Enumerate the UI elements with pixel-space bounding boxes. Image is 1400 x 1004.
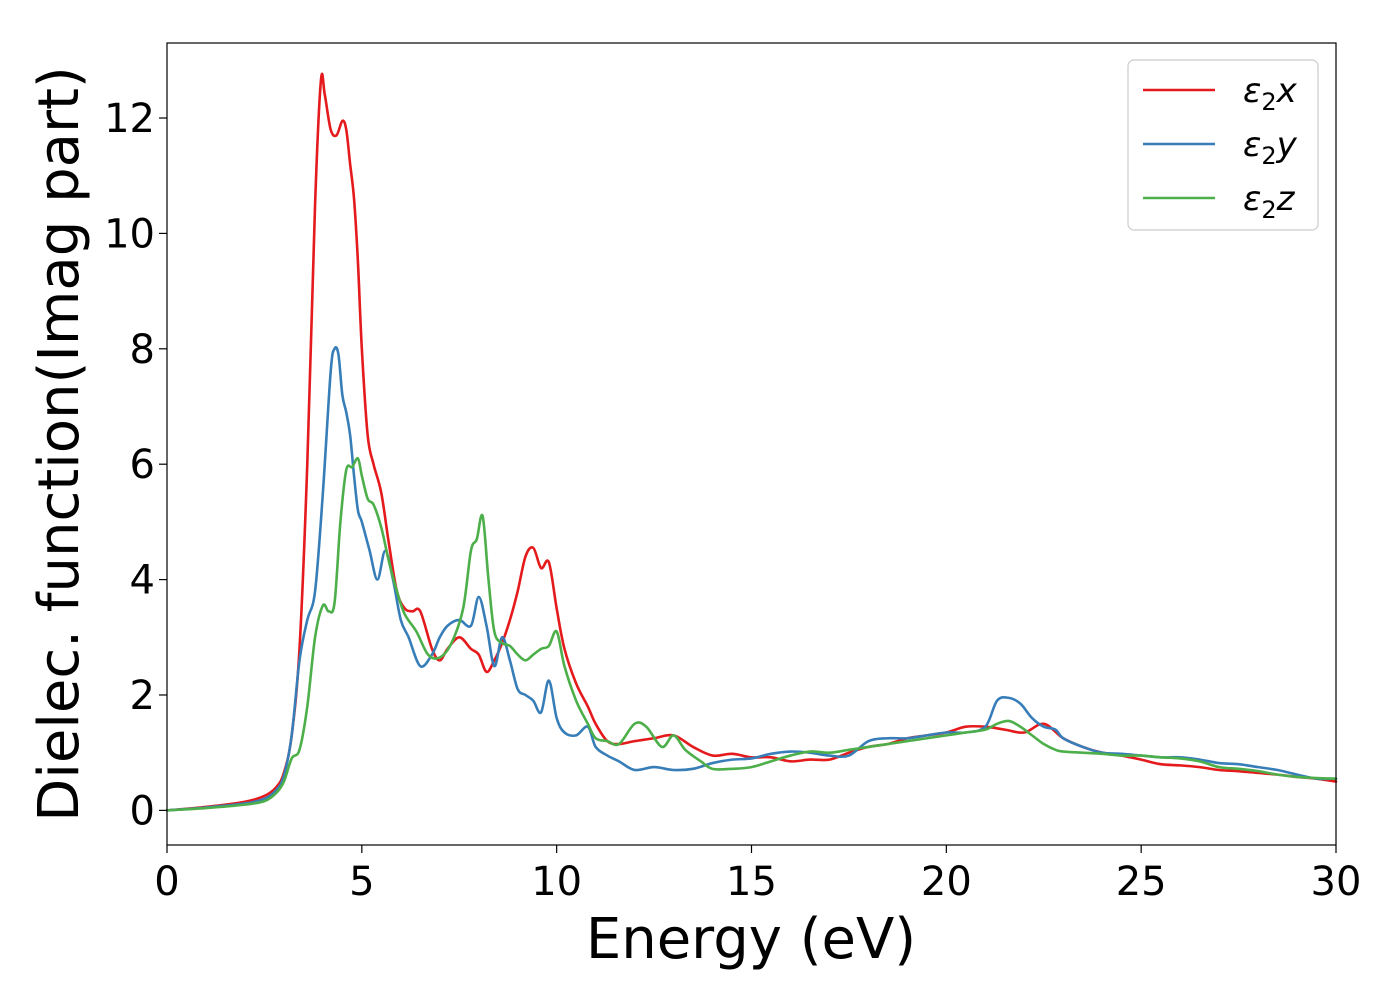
series-layer <box>165 72 1338 812</box>
y-tick-label: 6 <box>130 442 155 488</box>
y-tick-label: 2 <box>130 673 155 719</box>
x-tick-label: 5 <box>349 859 374 905</box>
y-tick-label: 8 <box>130 327 155 373</box>
legend-label-x: ε2x <box>1243 71 1298 116</box>
x-axis-ticks: 0 5 10 15 20 25 30 <box>154 845 1361 905</box>
x-tick-label: 15 <box>726 859 777 905</box>
y-tick-label: 0 <box>130 788 155 834</box>
x-tick-label: 20 <box>921 859 972 905</box>
x-tick-label: 25 <box>1116 859 1167 905</box>
legend: ε2x ε2y ε2z <box>1127 59 1319 231</box>
legend-label-z: ε2z <box>1243 179 1296 224</box>
x-tick-label: 0 <box>154 859 179 905</box>
x-tick-label: 10 <box>531 859 582 905</box>
y-tick-label: 12 <box>104 96 155 142</box>
y-axis-ticks: 0 2 4 6 8 10 12 <box>104 96 167 834</box>
series-line-y <box>165 346 1338 812</box>
legend-box <box>1127 59 1319 231</box>
y-tick-label: 4 <box>130 558 155 604</box>
x-axis-title: Energy (eV) <box>586 907 916 972</box>
legend-label-y: ε2y <box>1243 125 1298 170</box>
x-tick-label: 30 <box>1311 859 1362 905</box>
series-line-x <box>165 72 1338 812</box>
series-line-z <box>165 456 1338 812</box>
y-axis-title: Dielec. function(Imag part) <box>27 66 92 822</box>
y-tick-label: 10 <box>104 211 155 257</box>
